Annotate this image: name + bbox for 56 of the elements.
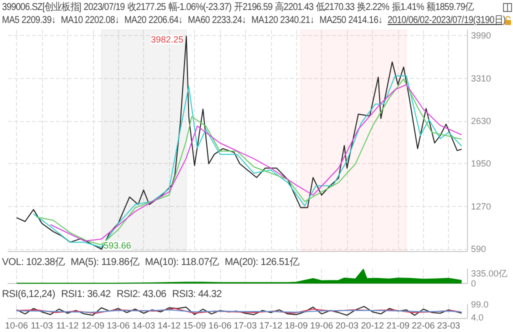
text: MA60 2233.24↓ — [188, 15, 246, 27]
text: RSI3: 44.32 — [172, 289, 222, 301]
x-tick-label: 22-06 — [412, 320, 435, 330]
text: MA250 2414.16↓ — [319, 15, 382, 27]
text: MA20 2206.64↓ — [124, 15, 183, 27]
text: RSI2: 43.06 — [116, 289, 166, 301]
x-tick-label: 15-09 — [183, 320, 206, 330]
text: 振1.41% — [392, 2, 424, 14]
line-series — [16, 36, 462, 250]
x-tick-label: 14-12 — [158, 320, 181, 330]
text: 低2170.33 — [316, 2, 354, 14]
x-tick-label: 20-03 — [335, 320, 359, 330]
x-tick-label: 18-09 — [284, 320, 308, 330]
y-tick-label: 99.0 — [471, 300, 489, 310]
x-tick-label: 23-03 — [437, 320, 460, 330]
y-tick-label: 590 — [471, 244, 486, 254]
text: RSI(6,12,24) — [2, 289, 56, 301]
text: 399006.SZ[创业板指] — [2, 2, 81, 14]
y-tick-label: 2630 — [471, 116, 492, 126]
x-tick-label: 21-09 — [386, 320, 410, 330]
x-tick-label: 20-12 — [361, 320, 384, 330]
x-tick-label: 16-06 — [208, 320, 232, 330]
text: 开2196.59 — [234, 2, 272, 14]
text: RSI1: 36.42 — [61, 289, 111, 301]
y-tick-label: 3990 — [471, 30, 492, 41]
text: 2023/07/19 — [84, 2, 125, 14]
y-tick-label: 1270 — [471, 201, 492, 212]
text: MA10 2202.08↓ — [60, 15, 120, 27]
x-tick-label: 19-06 — [310, 320, 334, 330]
x-tick-label: 13-06 — [106, 320, 130, 330]
x-tick-label: 17-12 — [259, 320, 282, 330]
text: MA(20): 126.51亿 — [224, 257, 300, 269]
y-tick-label: 4.0 — [471, 312, 484, 322]
x-tick-label: 17-03 — [234, 320, 257, 330]
text: 换2.22% — [357, 2, 390, 14]
x-tick-label: 10-06 — [5, 320, 28, 330]
text: 额1859.79亿 — [426, 2, 474, 14]
y-tick-label: 335.00亿 — [471, 268, 508, 278]
text: MA(5): 119.86亿 — [70, 257, 139, 269]
x-tick-label: 12-09 — [81, 320, 104, 330]
text: MA(10): 118.07亿 — [145, 257, 219, 269]
x-tick-label: 11-12 — [56, 320, 79, 330]
x-tick-label: 11-03 — [30, 320, 54, 330]
text: 高2201.43 — [275, 2, 314, 14]
y-tick-label: 1950 — [471, 158, 492, 169]
text: 2010/06/02-2023/07/19(3190日) — [388, 15, 506, 27]
annotation: 593.66 — [104, 240, 132, 250]
y-tick-label: 3310 — [471, 73, 492, 84]
text: MA120 2340.21↓ — [251, 15, 314, 27]
x-tick-label: 14-03 — [132, 320, 156, 330]
text: VOL: 102.38亿 — [2, 257, 65, 269]
y-tick-label: 0 — [471, 278, 476, 288]
text: 幅-1.06%(-23.37) — [168, 2, 232, 14]
annotation: 3982.25 — [150, 34, 184, 45]
text: 收2177.25 — [127, 2, 166, 14]
text: MA5 2209.39↓ — [2, 15, 56, 27]
